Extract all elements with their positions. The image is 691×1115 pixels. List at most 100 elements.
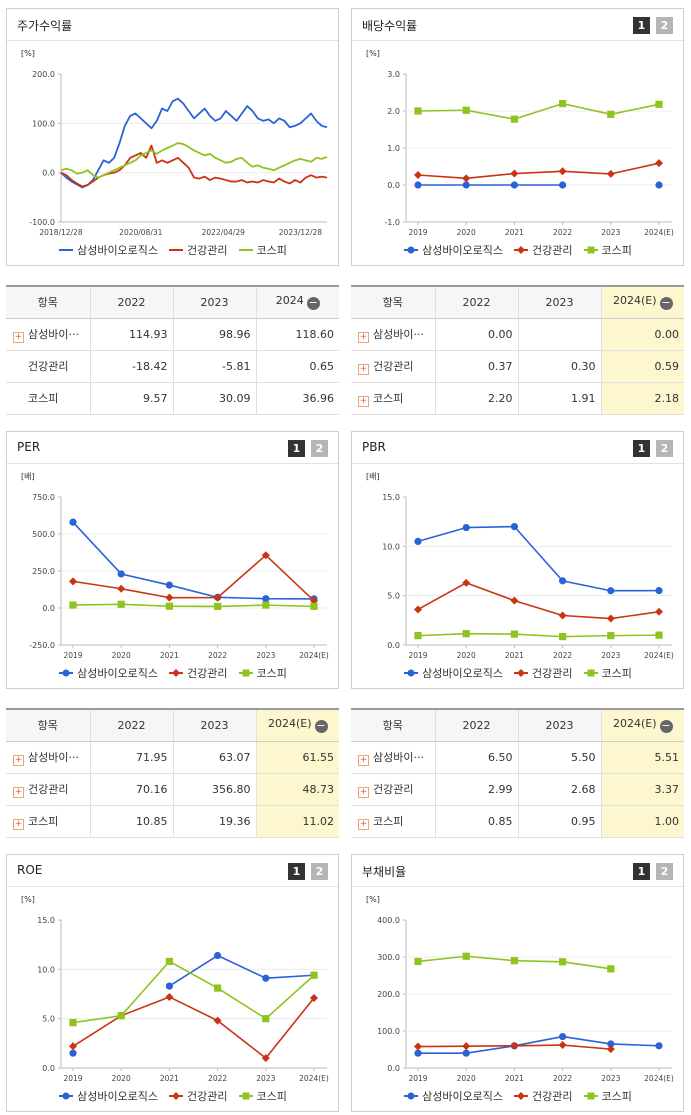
health-data-point [462, 174, 471, 183]
samsung-data-point [262, 595, 270, 603]
expand-plus-icon[interactable]: + [358, 363, 369, 375]
legend-item-samsung[interactable]: 삼성바이오로직스 [403, 665, 503, 681]
minus-icon[interactable]: − [314, 719, 328, 734]
legend-swatch-icon [583, 1092, 598, 1100]
health-data-point [510, 1041, 519, 1050]
view-button-2[interactable]: 2 [656, 440, 673, 457]
legend-item-samsung[interactable]: 삼성바이오로직스 [403, 1088, 503, 1104]
table-row: + 삼성바이··· 6.50 5.50 5.51 [351, 741, 684, 774]
dividend-table: 항목 2022 2023 2024(E) − + 삼성바이··· 0.00 0.00 + 건강관리 0… [351, 285, 684, 415]
table-cell: 5.51 [601, 741, 684, 774]
minus-icon[interactable]: − [659, 719, 673, 734]
expand-plus-icon[interactable]: + [13, 331, 24, 343]
y-tick-label: 400.0 [377, 916, 400, 925]
health-data-point [558, 1041, 567, 1050]
view-button-1[interactable]: 1 [633, 863, 650, 880]
legend-item-kospi[interactable]: 코스피 [238, 1088, 287, 1104]
table-cell: 0.00 [601, 318, 684, 351]
table-cell: 61.55 [256, 741, 339, 774]
minus-icon[interactable]: − [659, 296, 673, 311]
row-label: + 건강관리 [351, 350, 436, 383]
expand-plus-icon[interactable]: + [13, 754, 24, 766]
expand-plus-icon[interactable]: + [358, 786, 369, 798]
kospi-data-point [462, 630, 470, 638]
legend-label: 삼성바이오로직스 [422, 667, 504, 680]
table-cell: 0.95 [518, 805, 602, 838]
kospi-data-point [262, 1015, 270, 1023]
table-cell: 2.68 [518, 773, 602, 806]
table-row: + 건강관리 70.16 356.80 48.73 [6, 773, 339, 806]
samsung-data-point [414, 181, 422, 189]
view-button-2[interactable]: 2 [656, 863, 673, 880]
y-tick-label: -100.0 [29, 218, 55, 227]
row-label: + 건강관리 [351, 773, 436, 806]
view-button-2[interactable]: 2 [311, 863, 328, 880]
legend-item-health[interactable]: 건강관리 [168, 665, 228, 681]
expand-plus-icon[interactable]: + [358, 754, 369, 766]
table-cell: 2.20 [435, 382, 519, 415]
legend-item-kospi[interactable]: 코스피 [583, 242, 632, 258]
row-label: + 삼성바이··· [6, 318, 91, 351]
view-button-1[interactable]: 1 [633, 17, 650, 34]
expand-plus-icon[interactable]: + [13, 818, 24, 830]
table-row: + 삼성바이··· 71.95 63.07 61.55 [6, 741, 339, 774]
view-button-2[interactable]: 2 [311, 440, 328, 457]
health-data-point [213, 593, 222, 602]
legend-item-kospi[interactable]: 코스피 [583, 1088, 632, 1104]
legend-item-kospi[interactable]: 코스피 [238, 665, 287, 681]
legend-item-health[interactable]: 건강관리 [168, 1088, 228, 1104]
legend-item-samsung[interactable]: 삼성바이오로직스 [403, 242, 503, 258]
kospi-data-point [69, 601, 77, 609]
kospi-data-point [262, 601, 270, 609]
chart-legend: 삼성바이오로직스 건강관리 코스피 [7, 665, 338, 681]
legend-item-samsung[interactable]: 삼성바이오로직스 [58, 1088, 158, 1104]
health-data-point [606, 1045, 615, 1054]
kospi-data-point [510, 630, 518, 638]
legend-label: 코스피 [601, 1090, 632, 1103]
legend-item-health[interactable]: 건강관리 [168, 242, 228, 258]
table-cell: 98.96 [173, 318, 257, 351]
expand-plus-icon[interactable]: + [358, 395, 369, 407]
legend-item-kospi[interactable]: 코스피 [238, 242, 287, 258]
view-button-1[interactable]: 1 [288, 440, 305, 457]
samsung-data-point [607, 587, 615, 595]
x-tick-label: 2022/04/29 [202, 228, 245, 237]
legend-item-kospi[interactable]: 코스피 [583, 665, 632, 681]
stock-return-table: 항목 2022 2023 2024− + 삼성바이··· 114.93 98.96 118.60… [6, 285, 339, 415]
kospi-data-point [607, 965, 615, 973]
view-button-1[interactable]: 1 [633, 440, 650, 457]
expand-plus-icon[interactable]: + [358, 818, 369, 830]
view-button-2[interactable]: 2 [656, 17, 673, 34]
column-header: 2023 [173, 286, 257, 319]
samsung-series-line [60, 97, 328, 189]
x-tick-label: 2024(E) [299, 651, 329, 660]
panel-title: 부채비율 [362, 865, 407, 879]
y-tick-label: 200.0 [32, 70, 55, 79]
legend-label: 건강관리 [187, 244, 228, 257]
chart-legend: 삼성바이오로직스 건강관리 코스피 [7, 242, 338, 258]
table-cell: 30.09 [173, 382, 257, 415]
expand-plus-icon[interactable]: + [358, 331, 369, 343]
per-table: 항목 2022 2023 2024(E) − + 삼성바이··· 71.95 63.07 61.5… [6, 708, 339, 838]
legend-swatch-icon [169, 669, 184, 677]
legend-item-health[interactable]: 건강관리 [513, 1088, 573, 1104]
table-cell: 118.60 [256, 318, 339, 351]
health-data-point [462, 578, 471, 587]
legend-item-samsung[interactable]: 삼성바이오로직스 [58, 665, 158, 681]
legend-label: 코스피 [256, 667, 287, 680]
view-button-1[interactable]: 1 [288, 863, 305, 880]
legend-item-health[interactable]: 건강관리 [513, 242, 573, 258]
kospi-series-line [72, 603, 315, 608]
legend-item-samsung[interactable]: 삼성바이오로직스 [58, 242, 158, 258]
expand-plus-icon[interactable]: + [13, 786, 24, 798]
legend-item-health[interactable]: 건강관리 [513, 665, 573, 681]
health-data-point [462, 1042, 471, 1051]
health-data-point [165, 593, 174, 602]
table-cell [518, 318, 602, 351]
x-tick-label: 2023 [601, 651, 620, 660]
stock-return-chart-panel: 주가수익률 [%] 200.0 100.0 0.0 -100.0 2018/12/28 20… [6, 8, 339, 266]
minus-icon[interactable]: − [306, 296, 320, 311]
x-tick-label: 2020 [457, 651, 476, 660]
chart-legend: 삼성바이오로직스 건강관리 코스피 [352, 1088, 683, 1104]
